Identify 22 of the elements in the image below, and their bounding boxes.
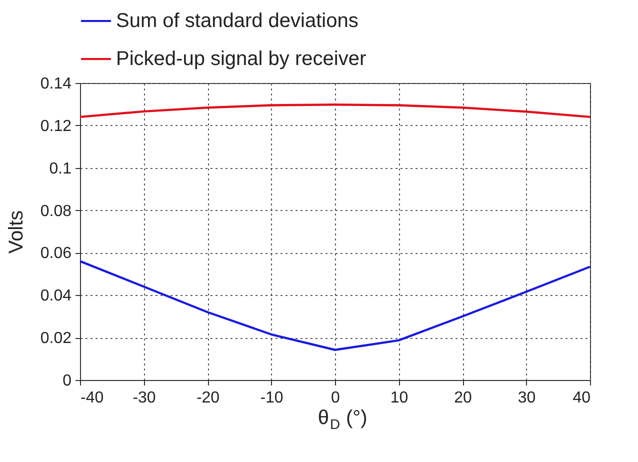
y-tick-label: 0.14 — [40, 76, 72, 92]
y-tick-label: 0.02 — [40, 330, 72, 348]
legend-label: Picked-up signal by receiver — [116, 48, 366, 70]
x-tick-label: 40 — [572, 390, 591, 406]
y-tick-label: 0.1 — [49, 160, 72, 178]
x-tick-label: 20 — [454, 390, 472, 406]
x-tick-label: 0 — [331, 390, 340, 406]
x-tick-label: -20 — [196, 390, 220, 406]
x-tick-label: 10 — [390, 390, 408, 406]
legend-label: Sum of standard deviations — [116, 10, 358, 32]
x-tick-label: -10 — [260, 390, 284, 406]
x-tick-label: 30 — [518, 390, 536, 406]
y-tick-label: 0.06 — [40, 245, 72, 262]
x-tick-label: -40 — [80, 390, 104, 406]
line-series — [78, 260, 592, 351]
y-tick-label: 0.08 — [40, 202, 72, 220]
x-tick-label: -30 — [132, 390, 156, 406]
y-tick-label: 0 — [62, 372, 72, 390]
line-series — [78, 104, 592, 118]
y-tick-label: 0.04 — [40, 288, 72, 305]
y-tick-label: 0.12 — [40, 118, 72, 135]
y-axis-title: Volts — [5, 210, 28, 254]
